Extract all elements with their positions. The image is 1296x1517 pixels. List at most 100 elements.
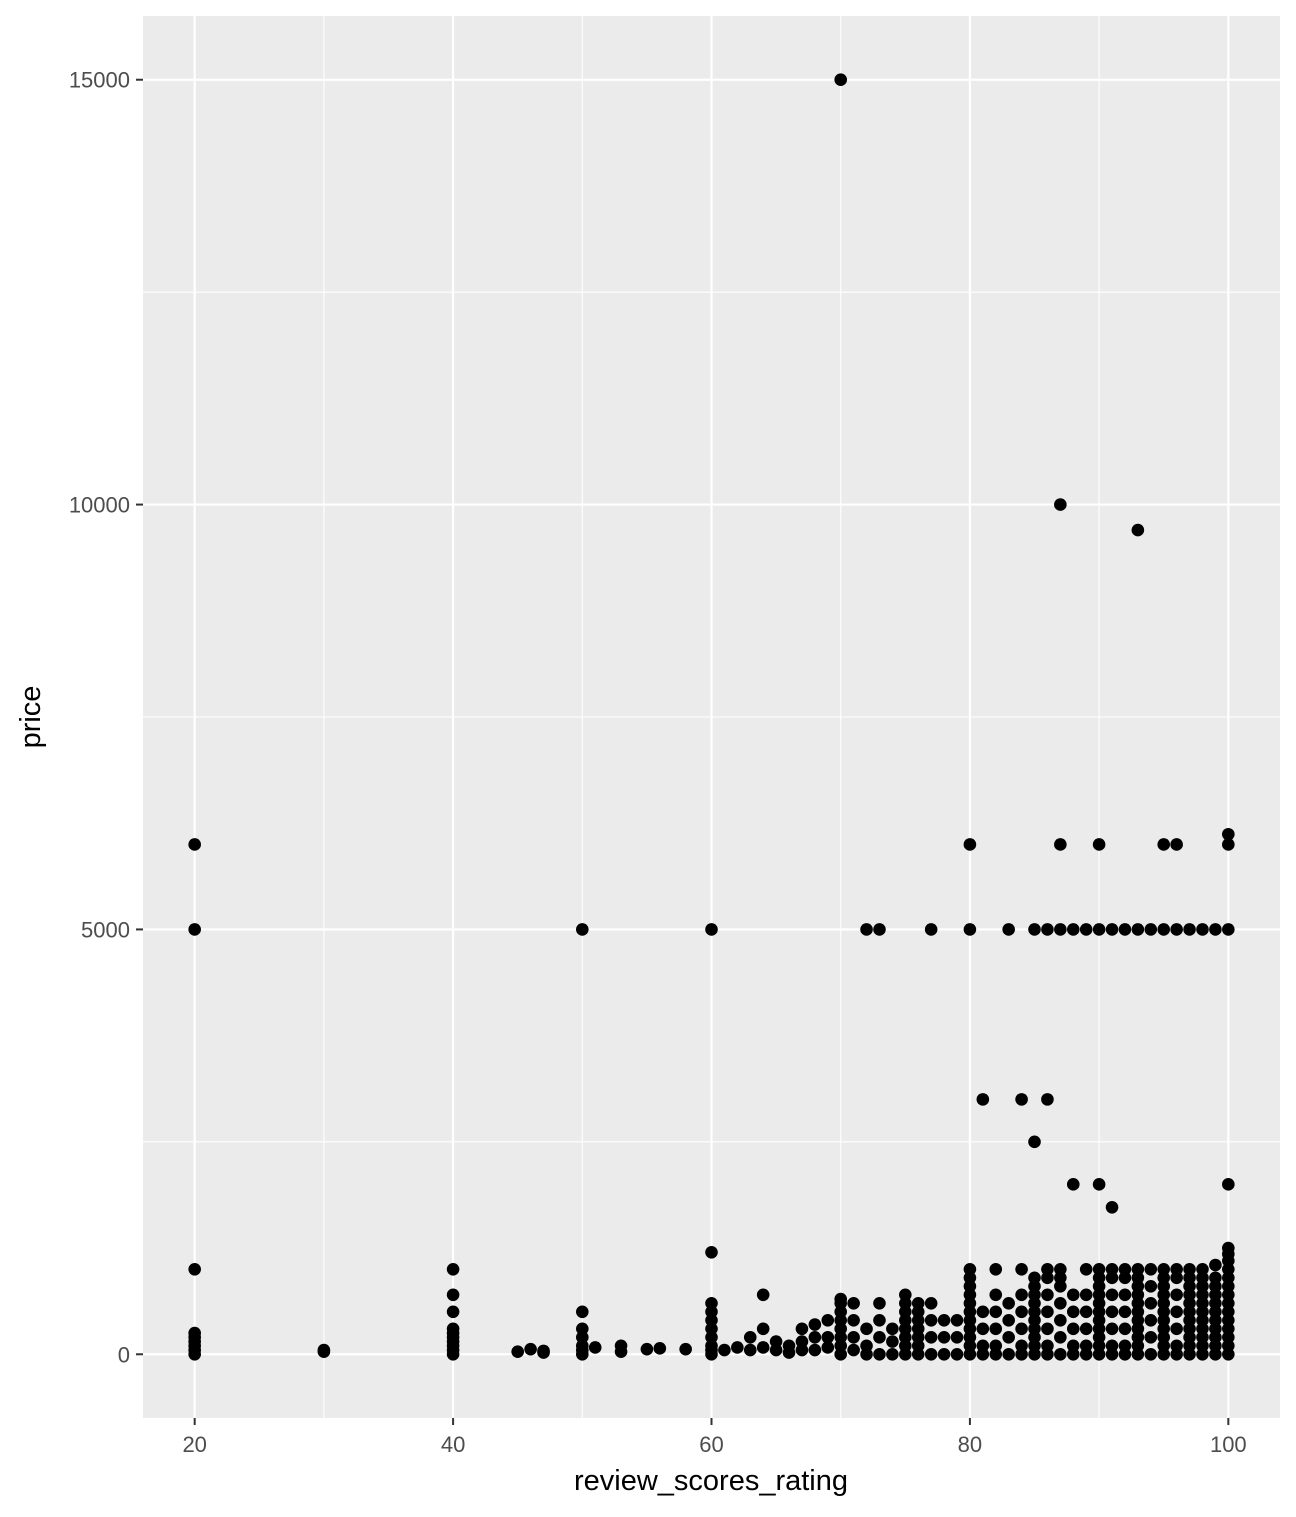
data-point [847, 1313, 860, 1327]
data-point [808, 1318, 822, 1331]
data-point [821, 1341, 835, 1354]
data-point [860, 1322, 873, 1336]
data-point [873, 1296, 886, 1310]
data-point [1041, 1288, 1054, 1302]
data-point [1066, 1288, 1080, 1302]
data-point [1066, 923, 1080, 936]
data-point [1157, 1347, 1171, 1361]
data-point [1222, 1178, 1235, 1191]
data-point [873, 923, 886, 936]
data-point [950, 1313, 964, 1327]
data-point [1170, 1271, 1183, 1285]
data-points [188, 73, 1235, 1361]
data-point [1041, 923, 1054, 936]
data-point [743, 1330, 757, 1344]
data-point [1105, 1322, 1119, 1336]
y-tick-label: 5000 [81, 917, 130, 942]
data-point [963, 1347, 977, 1361]
data-point [1015, 1263, 1028, 1276]
data-point [1118, 1271, 1132, 1285]
data-point [1002, 1330, 1015, 1344]
data-point [1066, 1347, 1080, 1361]
y-tick-label: 10000 [69, 493, 130, 518]
data-point [847, 1343, 860, 1357]
data-point [731, 1341, 744, 1354]
y-tick-label: 0 [118, 1342, 130, 1367]
data-point [1118, 923, 1132, 936]
data-point [963, 838, 977, 851]
x-axis-title: review_scores_rating [574, 1465, 848, 1497]
data-point [1054, 1313, 1067, 1327]
data-point [1041, 1322, 1054, 1336]
data-point [950, 1330, 964, 1344]
data-point [1092, 1347, 1106, 1361]
x-axis: 20 40 60 80 100 [182, 1418, 1247, 1457]
data-point [1015, 1305, 1028, 1319]
data-point [653, 1342, 667, 1355]
data-point [976, 1305, 990, 1319]
data-point [989, 1263, 1003, 1276]
data-point [1144, 1330, 1158, 1344]
data-point [924, 1313, 938, 1327]
data-point [1028, 923, 1041, 936]
data-point [873, 1330, 886, 1344]
x-tick-label: 100 [1210, 1432, 1247, 1457]
data-point [640, 1342, 654, 1356]
data-point [886, 1322, 899, 1336]
data-point [924, 923, 938, 936]
data-point [911, 1347, 925, 1361]
data-point [756, 1322, 770, 1336]
data-point [1209, 1347, 1222, 1361]
data-point [1209, 923, 1222, 936]
data-point [834, 1347, 848, 1361]
data-point [847, 1330, 860, 1344]
data-point [588, 1341, 602, 1354]
data-point [614, 1345, 628, 1359]
data-point [860, 923, 873, 936]
data-point [1054, 498, 1067, 511]
data-point [1118, 1305, 1132, 1319]
data-point [1105, 923, 1119, 936]
data-point [1054, 838, 1067, 851]
data-point [1079, 1322, 1093, 1336]
data-point [795, 1343, 809, 1357]
data-point [1131, 923, 1145, 936]
data-point [950, 1347, 964, 1361]
data-point [1079, 1288, 1093, 1302]
data-point [1170, 1305, 1183, 1319]
data-point [924, 1330, 938, 1344]
data-point [718, 1343, 731, 1357]
data-point [1066, 1178, 1080, 1191]
data-point [808, 1343, 822, 1357]
data-point [1118, 1347, 1132, 1361]
data-point [1066, 1305, 1080, 1319]
data-point [821, 1330, 835, 1344]
data-point [1105, 1271, 1119, 1285]
data-point [1054, 1330, 1067, 1344]
data-point [317, 1343, 331, 1357]
data-point [795, 1322, 809, 1336]
y-tick-label: 15000 [69, 68, 130, 93]
data-point [1079, 1263, 1093, 1276]
data-point [1170, 838, 1183, 851]
data-point [1028, 1347, 1041, 1361]
data-point [847, 1296, 860, 1310]
data-point [808, 1330, 822, 1344]
data-point [1054, 1279, 1067, 1293]
data-point [1209, 1258, 1222, 1272]
data-point [1015, 1288, 1028, 1302]
data-point [1118, 1322, 1132, 1336]
x-tick-label: 80 [958, 1432, 982, 1457]
data-point [1054, 923, 1067, 936]
data-point [989, 1322, 1003, 1336]
data-point [1222, 1347, 1235, 1361]
data-point [679, 1342, 692, 1356]
data-point [524, 1342, 537, 1356]
data-point [1222, 827, 1235, 841]
data-point [1131, 1347, 1145, 1361]
data-point [446, 1347, 460, 1361]
data-point [511, 1345, 524, 1359]
data-point [1041, 1347, 1054, 1361]
data-point [1144, 1347, 1158, 1361]
